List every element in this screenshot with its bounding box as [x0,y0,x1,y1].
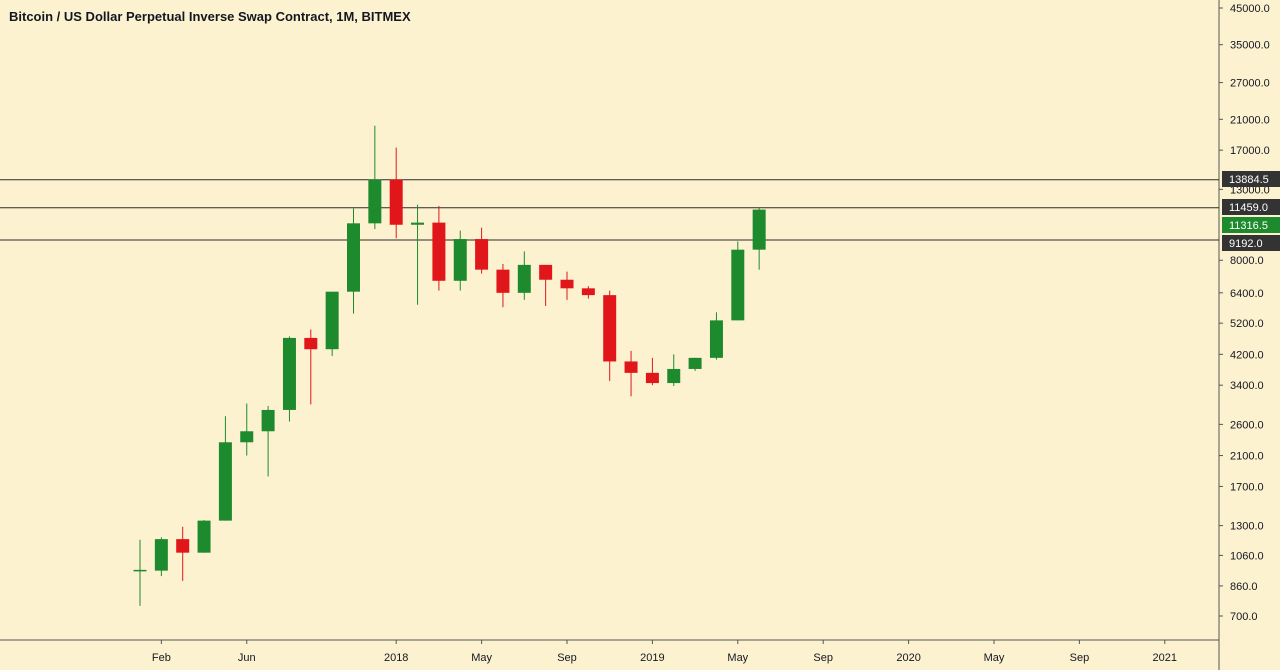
candle-body [667,368,681,384]
candle-body [581,288,595,296]
y-tick-label: 4200.0 [1230,349,1264,361]
x-tick-label: Sep [1070,652,1090,664]
y-tick-label: 3400.0 [1230,380,1264,392]
candle-body [517,264,531,293]
price-level-label: 11459.0 [1229,202,1268,214]
x-tick-label: 2020 [896,652,920,664]
candle-body [133,569,147,572]
y-tick-label: 13000.0 [1230,184,1270,196]
candle-body [453,239,467,281]
candle-body [347,223,360,292]
y-tick-label: 17000.0 [1230,145,1270,157]
price-level-label: 13884.5 [1229,174,1269,186]
y-tick-label: 35000.0 [1230,40,1270,52]
candle-body [432,222,446,281]
candle-body [304,337,318,350]
price-level-badge [1222,171,1280,187]
candle-body [282,337,296,410]
price-level-label: 11316.5 [1229,220,1268,232]
candle-body [368,179,382,224]
candle-body [176,539,190,553]
y-tick-label: 5200.0 [1230,318,1264,330]
candle-body [539,264,553,280]
candle-body [154,539,168,571]
y-tick-label: 700.0 [1230,611,1258,623]
x-tick-label: May [471,652,492,664]
candle-body [624,361,638,373]
y-tick-label: 27000.0 [1230,78,1270,90]
candle-body [389,179,403,225]
candle-body [731,249,745,321]
price-level-badge [1222,217,1280,233]
y-tick-label: 2600.0 [1230,419,1264,431]
price-level-badge [1222,235,1280,251]
x-tick-label: 2019 [640,652,664,664]
x-tick-label: 2021 [1153,652,1177,664]
y-tick-label: 45000.0 [1230,3,1270,15]
y-tick-label: 1300.0 [1230,521,1264,533]
price-level-badge [1222,199,1280,215]
candle-body [560,279,574,289]
candle-body [496,269,510,293]
y-tick-label: 6400.0 [1230,288,1264,300]
candle-body [218,442,232,521]
x-tick-label: Sep [813,652,833,664]
candle-body [709,320,723,358]
candle-body [752,209,766,250]
candle-body [240,431,254,443]
x-tick-label: 2018 [384,652,408,664]
chart-title: Bitcoin / US Dollar Perpetual Inverse Sw… [9,9,411,24]
y-tick-label: 21000.0 [1230,114,1270,126]
candle-body [688,357,702,369]
candle-body [411,222,425,225]
y-tick-label: 8000.0 [1230,255,1264,267]
candle-body [325,291,339,350]
x-tick-label: May [984,652,1005,664]
x-tick-label: Sep [557,652,577,664]
price-level-label: 9192.0 [1229,238,1263,250]
x-tick-label: Feb [152,652,171,664]
candle-body [197,520,211,553]
x-tick-label: May [727,652,748,664]
x-tick-label: Jun [238,652,256,664]
y-tick-label: 1060.0 [1230,550,1264,562]
y-tick-label: 2100.0 [1230,451,1264,463]
y-tick-label: 860.0 [1230,581,1258,593]
candle-body [261,409,275,432]
candle-body [603,295,617,362]
candle-body [475,239,489,270]
y-tick-label: 1700.0 [1230,481,1264,493]
candle-body [645,372,659,384]
